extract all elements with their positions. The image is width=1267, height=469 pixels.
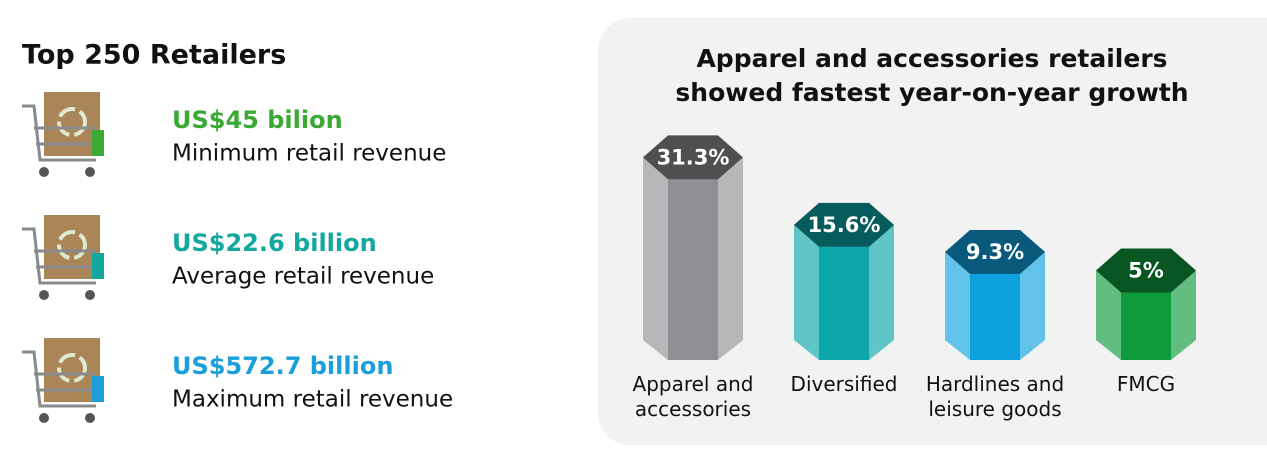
bar — [945, 230, 1045, 360]
bag — [44, 92, 100, 156]
recycle-symbol — [57, 230, 87, 260]
cart-icon — [22, 92, 104, 177]
x-tick-label: Apparel and accessories — [633, 372, 754, 421]
stat-value: US$45 bilion — [172, 106, 343, 134]
cart-frame — [22, 104, 96, 162]
cart-basket — [92, 130, 104, 156]
cart-basket — [92, 253, 104, 279]
x-tick-label: FMCG — [1117, 372, 1175, 396]
data-label: 15.6% — [808, 213, 881, 237]
bar-side — [1020, 252, 1045, 360]
cart-frame — [22, 227, 96, 285]
stat-label: Maximum retail revenue — [172, 387, 453, 413]
chart-title: Apparel and accessories retailers — [696, 44, 1167, 73]
bar-side — [1171, 270, 1196, 360]
stat-label: Average retail revenue — [172, 264, 434, 290]
bar-cap — [794, 202, 894, 247]
wheel — [85, 413, 95, 423]
bar-front — [1121, 292, 1171, 360]
stat-value: US$572.7 billion — [172, 352, 393, 380]
bag — [44, 338, 100, 402]
bag — [44, 215, 100, 279]
bar-cap — [643, 135, 743, 180]
recycle-symbol — [57, 353, 87, 383]
wheel — [39, 413, 49, 423]
stat-label: Minimum retail revenue — [172, 141, 446, 167]
bar-front — [970, 274, 1020, 360]
page-title: Top 250 Retailers — [22, 40, 286, 71]
bar-front — [819, 246, 869, 360]
cart-icon — [22, 338, 104, 423]
bar-side — [643, 157, 668, 360]
cart-basket — [92, 376, 104, 402]
bar-side — [1096, 270, 1121, 360]
data-label: 31.3% — [657, 145, 730, 169]
bar-cap — [945, 230, 1045, 275]
x-tick-label: Hardlines and leisure goods — [926, 372, 1064, 421]
bar — [1096, 248, 1196, 360]
recycle-symbol — [57, 107, 87, 137]
bar-side — [869, 224, 894, 360]
wheel — [85, 167, 95, 177]
cart-frame — [22, 350, 96, 408]
bar — [643, 135, 743, 360]
wheel — [39, 290, 49, 300]
wheel — [85, 290, 95, 300]
cart-icon — [22, 215, 104, 300]
bar — [794, 202, 894, 360]
data-label: 9.3% — [966, 240, 1024, 264]
bar-side — [718, 157, 743, 360]
chart-title: showed fastest year-on-year growth — [675, 78, 1188, 107]
bar-side — [794, 224, 819, 360]
stat-value: US$22.6 billion — [172, 229, 377, 257]
bar-side — [945, 252, 970, 360]
bar-cap — [1096, 248, 1196, 293]
bar-front — [668, 179, 718, 360]
wheel — [39, 167, 49, 177]
x-tick-label: Diversified — [791, 372, 898, 396]
data-label: 5% — [1128, 259, 1164, 283]
